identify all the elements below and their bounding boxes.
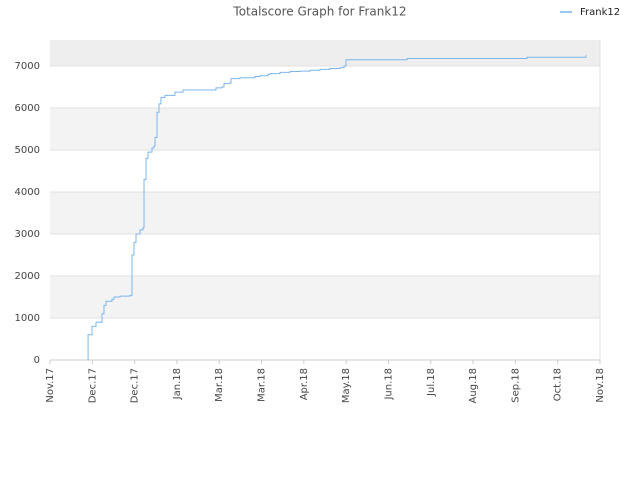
y-tick-label: 1000 xyxy=(15,313,40,324)
data-line xyxy=(87,55,587,361)
legend-label: Frank12 xyxy=(580,7,620,18)
band xyxy=(50,276,600,319)
x-tick-label: Apr.18 xyxy=(299,368,310,400)
y-tick-label: 6000 xyxy=(15,103,40,114)
x-tick-label: Aug.18 xyxy=(468,368,479,403)
band xyxy=(50,40,600,67)
x-tick-label: Sep.18 xyxy=(510,368,521,403)
x-tick-label: Dec.17 xyxy=(87,368,98,403)
y-tick-label: 5000 xyxy=(15,145,40,156)
y-tick-label: 4000 xyxy=(15,187,40,198)
y-tick-label: 2000 xyxy=(15,271,40,282)
x-tick-label: May.18 xyxy=(341,368,352,403)
y-tick-label: 7000 xyxy=(15,61,40,72)
x-tick-label: Mar.18 xyxy=(257,368,268,402)
y-tick-label: 3000 xyxy=(15,229,40,240)
x-tick-label: Nov.17 xyxy=(45,368,56,403)
x-tick-label: Nov.18 xyxy=(595,368,606,403)
band xyxy=(50,192,600,235)
x-tick-label: Oct.18 xyxy=(553,368,564,401)
x-tick-label: Jul.18 xyxy=(426,368,437,397)
y-tick-label: 0 xyxy=(34,355,40,366)
x-tick-label: Jun.18 xyxy=(383,368,394,401)
x-tick-label: Mar.18 xyxy=(214,368,225,402)
x-tick-label: Dec.17 xyxy=(130,368,141,403)
band xyxy=(50,108,600,151)
chart-title: Totalscore Graph for Frank12 xyxy=(232,5,406,19)
x-tick-label: Jan.18 xyxy=(172,368,183,400)
